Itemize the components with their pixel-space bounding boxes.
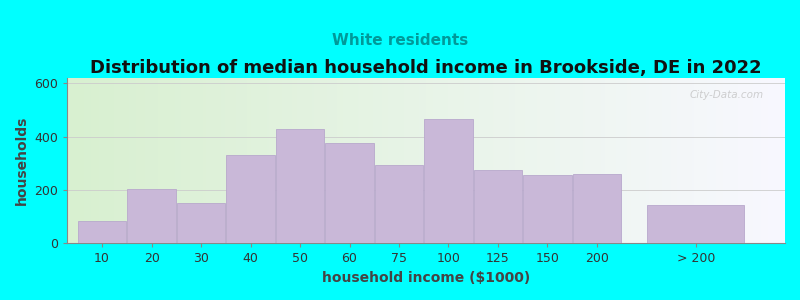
Text: City-Data.com: City-Data.com bbox=[690, 90, 763, 100]
Bar bbox=[424, 119, 473, 243]
Bar bbox=[523, 176, 572, 243]
Text: White residents: White residents bbox=[332, 33, 468, 48]
Bar bbox=[226, 155, 275, 243]
Bar bbox=[78, 221, 126, 243]
Bar bbox=[127, 189, 176, 243]
Bar bbox=[276, 129, 324, 243]
Bar bbox=[177, 203, 226, 243]
Title: Distribution of median household income in Brookside, DE in 2022: Distribution of median household income … bbox=[90, 58, 762, 76]
Bar bbox=[474, 170, 522, 243]
Bar bbox=[647, 205, 745, 243]
Bar bbox=[573, 174, 622, 243]
Bar bbox=[326, 143, 374, 243]
Y-axis label: households: households bbox=[15, 116, 29, 206]
X-axis label: household income ($1000): household income ($1000) bbox=[322, 271, 530, 285]
Bar bbox=[374, 165, 423, 243]
